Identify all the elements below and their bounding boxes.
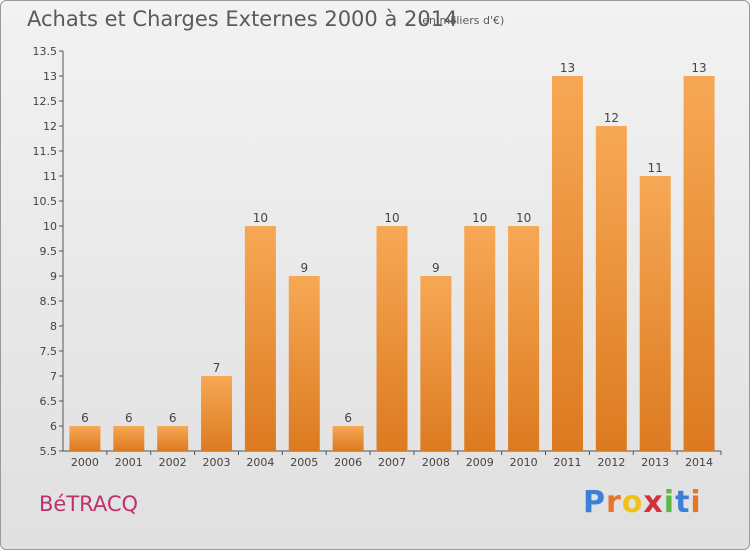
logo-letter: i <box>663 485 676 520</box>
y-tick-label: 10.5 <box>33 195 58 208</box>
y-tick-label: 11.5 <box>33 145 58 158</box>
bar <box>332 426 364 451</box>
data-label: 6 <box>169 411 177 425</box>
bar <box>201 376 233 451</box>
data-label: 7 <box>213 361 221 375</box>
data-label: 13 <box>691 61 706 75</box>
logo-letter: o <box>621 485 644 520</box>
data-label: 10 <box>384 211 399 225</box>
y-tick-label: 7.5 <box>40 345 58 358</box>
x-tick-label: 2005 <box>290 456 318 469</box>
x-tick-label: 2009 <box>466 456 494 469</box>
x-tick-label: 2010 <box>510 456 538 469</box>
y-tick-label: 12.5 <box>33 95 58 108</box>
y-tick-label: 10 <box>43 220 57 233</box>
logo-letter: x <box>643 485 664 520</box>
x-tick-label: 2007 <box>378 456 406 469</box>
y-tick-label: 13.5 <box>33 45 58 58</box>
y-tick-label: 6.5 <box>40 395 58 408</box>
logo-letter: i <box>690 485 702 520</box>
x-tick-label: 2000 <box>71 456 99 469</box>
x-tick-label: 2001 <box>115 456 143 469</box>
bar <box>639 176 671 451</box>
x-tick-label: 2014 <box>685 456 713 469</box>
bar <box>157 426 189 451</box>
y-tick-label: 12 <box>43 120 57 133</box>
data-label: 12 <box>604 111 619 125</box>
data-label: 10 <box>253 211 268 225</box>
bar <box>464 226 496 451</box>
x-tick-label: 2006 <box>334 456 362 469</box>
data-label: 6 <box>81 411 89 425</box>
data-label: 11 <box>648 161 663 175</box>
bar <box>595 126 627 451</box>
bar <box>69 426 101 451</box>
bar <box>288 276 320 451</box>
bar <box>551 76 583 451</box>
y-tick-label: 7 <box>50 370 57 383</box>
y-tick-label: 9.5 <box>40 245 58 258</box>
y-tick-label: 9 <box>50 270 57 283</box>
y-tick-label: 13 <box>43 70 57 83</box>
data-label: 10 <box>516 211 531 225</box>
x-tick-label: 2013 <box>641 456 669 469</box>
y-tick-label: 6 <box>50 420 57 433</box>
data-label: 6 <box>344 411 352 425</box>
bar <box>683 76 715 451</box>
data-label: 9 <box>432 261 440 275</box>
bar <box>376 226 408 451</box>
y-tick-label: 11 <box>43 170 57 183</box>
x-tick-label: 2004 <box>246 456 274 469</box>
x-tick-label: 2008 <box>422 456 450 469</box>
x-tick-label: 2002 <box>159 456 187 469</box>
chart-unit: (en milliers d'€) <box>418 14 505 27</box>
x-tick-label: 2003 <box>203 456 231 469</box>
y-tick-label: 5.5 <box>40 445 58 458</box>
chart-title: Achats et Charges Externes 2000 à 2014 <box>27 7 458 31</box>
data-label: 6 <box>125 411 133 425</box>
proxiti-logo: Proxiti <box>583 485 702 520</box>
data-label: 9 <box>300 261 308 275</box>
bar <box>244 226 276 451</box>
bar <box>508 226 540 451</box>
logo-letter: r <box>606 485 622 520</box>
x-tick-label: 2011 <box>553 456 581 469</box>
bar <box>420 276 452 451</box>
commune-name: BéTRACQ <box>39 492 139 516</box>
y-tick-label: 8 <box>50 320 57 333</box>
logo-letter: P <box>583 485 606 520</box>
logo-letter: t <box>675 485 691 520</box>
x-tick-label: 2012 <box>597 456 625 469</box>
bar <box>113 426 145 451</box>
y-tick-label: 8.5 <box>40 295 58 308</box>
data-label: 10 <box>472 211 487 225</box>
data-label: 13 <box>560 61 575 75</box>
